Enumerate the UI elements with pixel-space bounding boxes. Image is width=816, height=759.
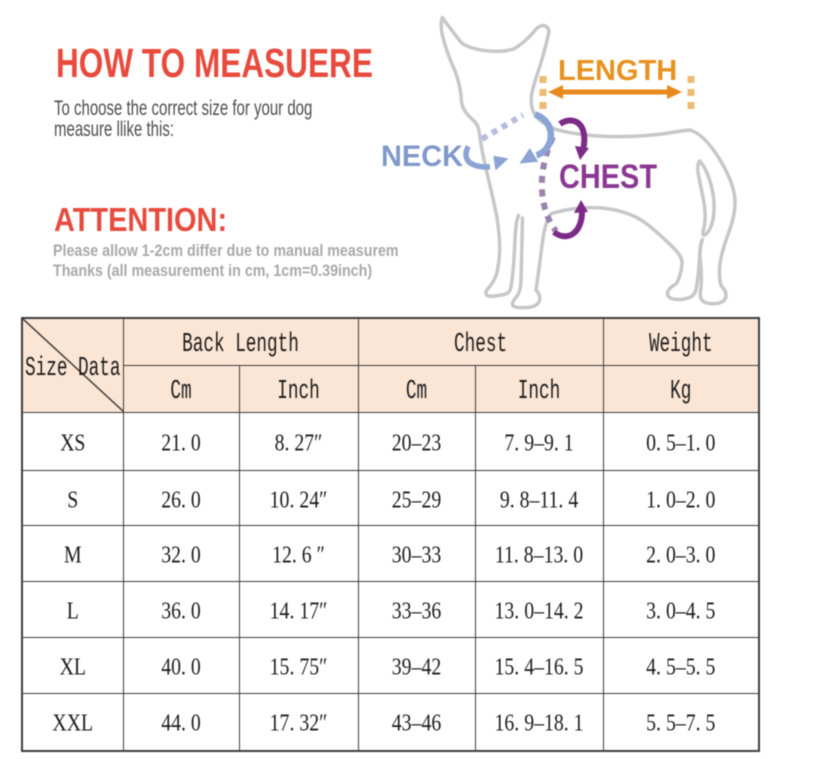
svg-text:CHEST: CHEST — [559, 158, 657, 196]
svg-text:LENGTH: LENGTH — [558, 55, 677, 87]
svg-text:NECK: NECK — [381, 140, 463, 173]
